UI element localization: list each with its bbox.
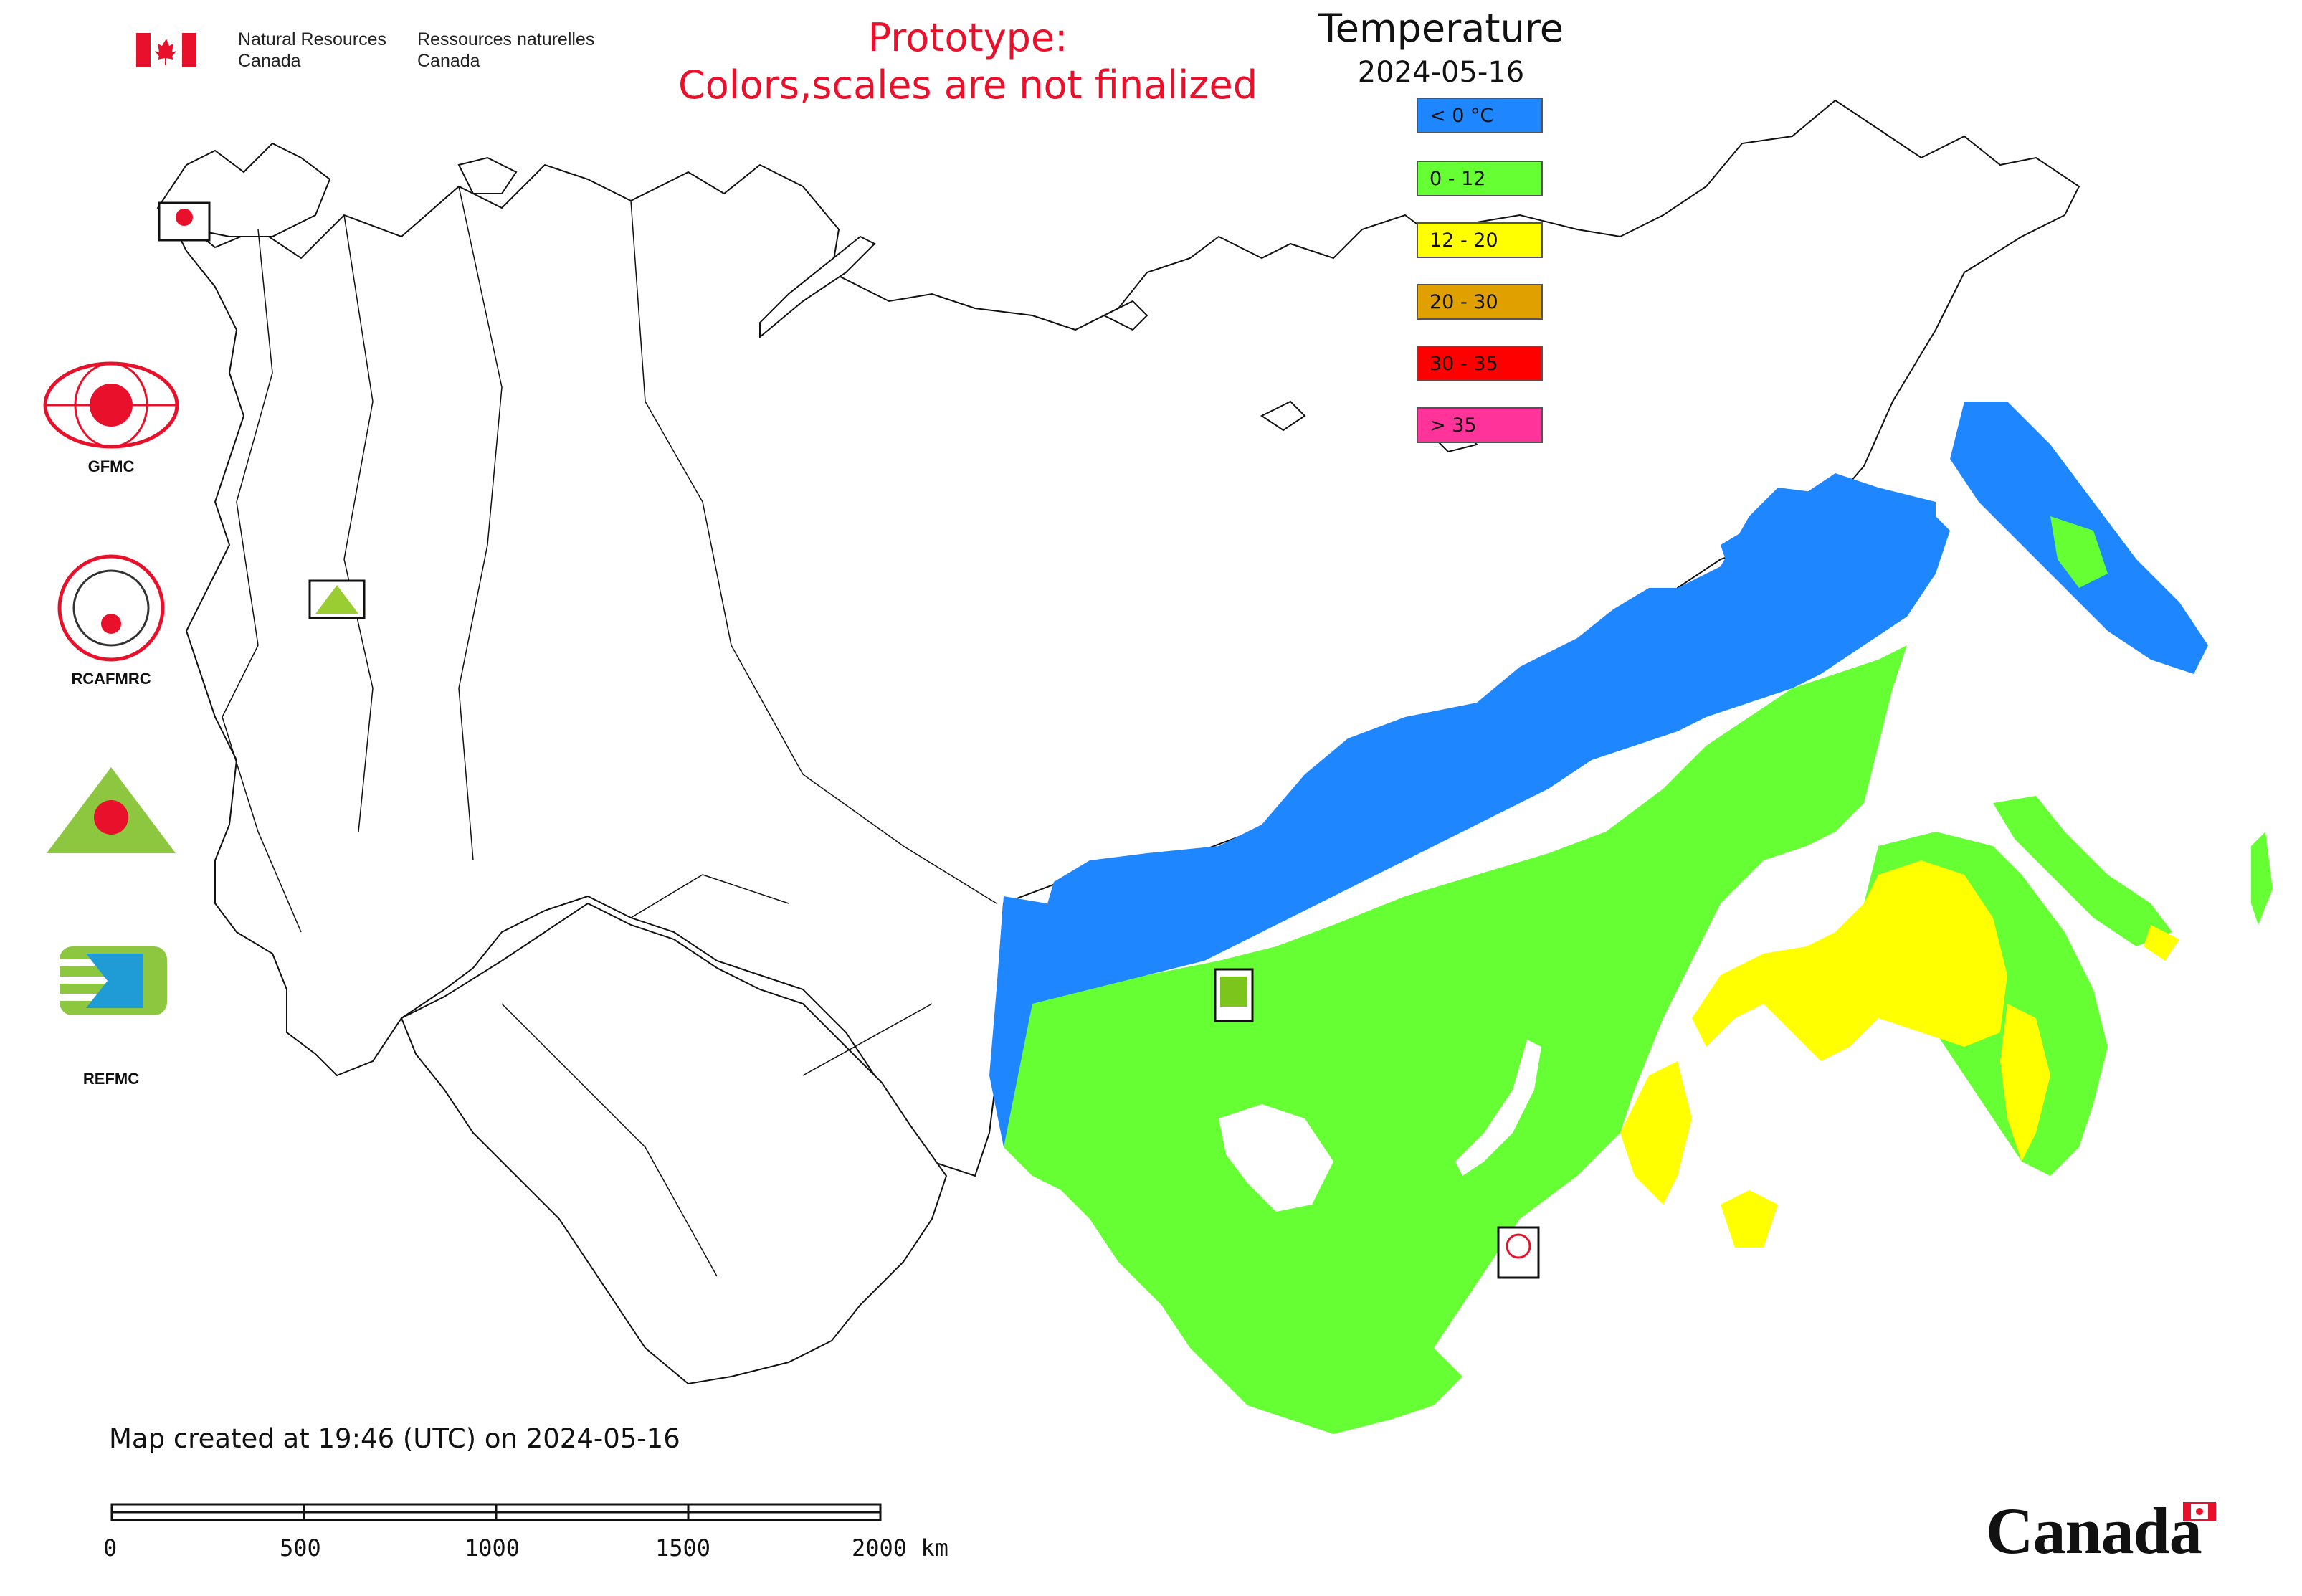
canada-flag-icon	[136, 33, 196, 67]
reefmc-logo-icon	[39, 767, 190, 869]
scale-label-1000: 1000	[465, 1534, 520, 1562]
legend-item-above-35: > 35	[1417, 407, 1543, 443]
lake-baikal	[1455, 1040, 1541, 1176]
country-outlines	[156, 99, 2080, 1385]
refmc-logo-icon	[60, 946, 167, 1015]
station-marker-gfmc	[158, 201, 211, 242]
legend-item-below-zero: < 0 °C	[1417, 98, 1543, 133]
prototype-notice: Prototype: Colors,scales are not finaliz…	[678, 15, 1257, 108]
legend-item-0-12: 0 - 12	[1417, 161, 1543, 196]
station-marker-reefmc	[308, 579, 366, 619]
org-name-french: Ressources naturelles Canada	[417, 29, 595, 71]
warm-temperature-region	[1620, 860, 2179, 1248]
legend-date: 2024-05-16	[1357, 56, 1525, 89]
legend-item-20-30: 20 - 30	[1417, 284, 1543, 320]
org-name-english: Natural Resources Canada	[238, 29, 387, 71]
rcafmrc-logo-icon	[57, 554, 165, 662]
refmc-label: REFMC	[82, 1070, 140, 1088]
scale-bar	[110, 1503, 882, 1521]
legend-item-30-35: 30 - 35	[1417, 346, 1543, 381]
scale-label-1500: 1500	[655, 1534, 711, 1562]
scale-label-0: 0	[103, 1534, 118, 1562]
legend-title: Temperature	[1318, 6, 1564, 51]
rcafmrc-label: RCAFMRC	[71, 670, 151, 688]
gfmc-label: GFMC	[87, 457, 135, 475]
map-created-text: Map created at 19:46 (UTC) on 2024-05-16	[109, 1423, 680, 1454]
gfmc-logo-icon	[43, 361, 179, 449]
scale-label-500: 500	[280, 1534, 321, 1562]
canada-wordmark: Canada	[1986, 1494, 2202, 1567]
station-marker-refmc	[1214, 968, 1254, 1022]
scale-label-2000: 2000 km	[852, 1534, 948, 1562]
station-marker-rcafmrc	[1497, 1226, 1540, 1279]
canada-wordmark-flag-icon	[2183, 1502, 2216, 1521]
legend-item-12-20: 12 - 20	[1417, 222, 1543, 258]
